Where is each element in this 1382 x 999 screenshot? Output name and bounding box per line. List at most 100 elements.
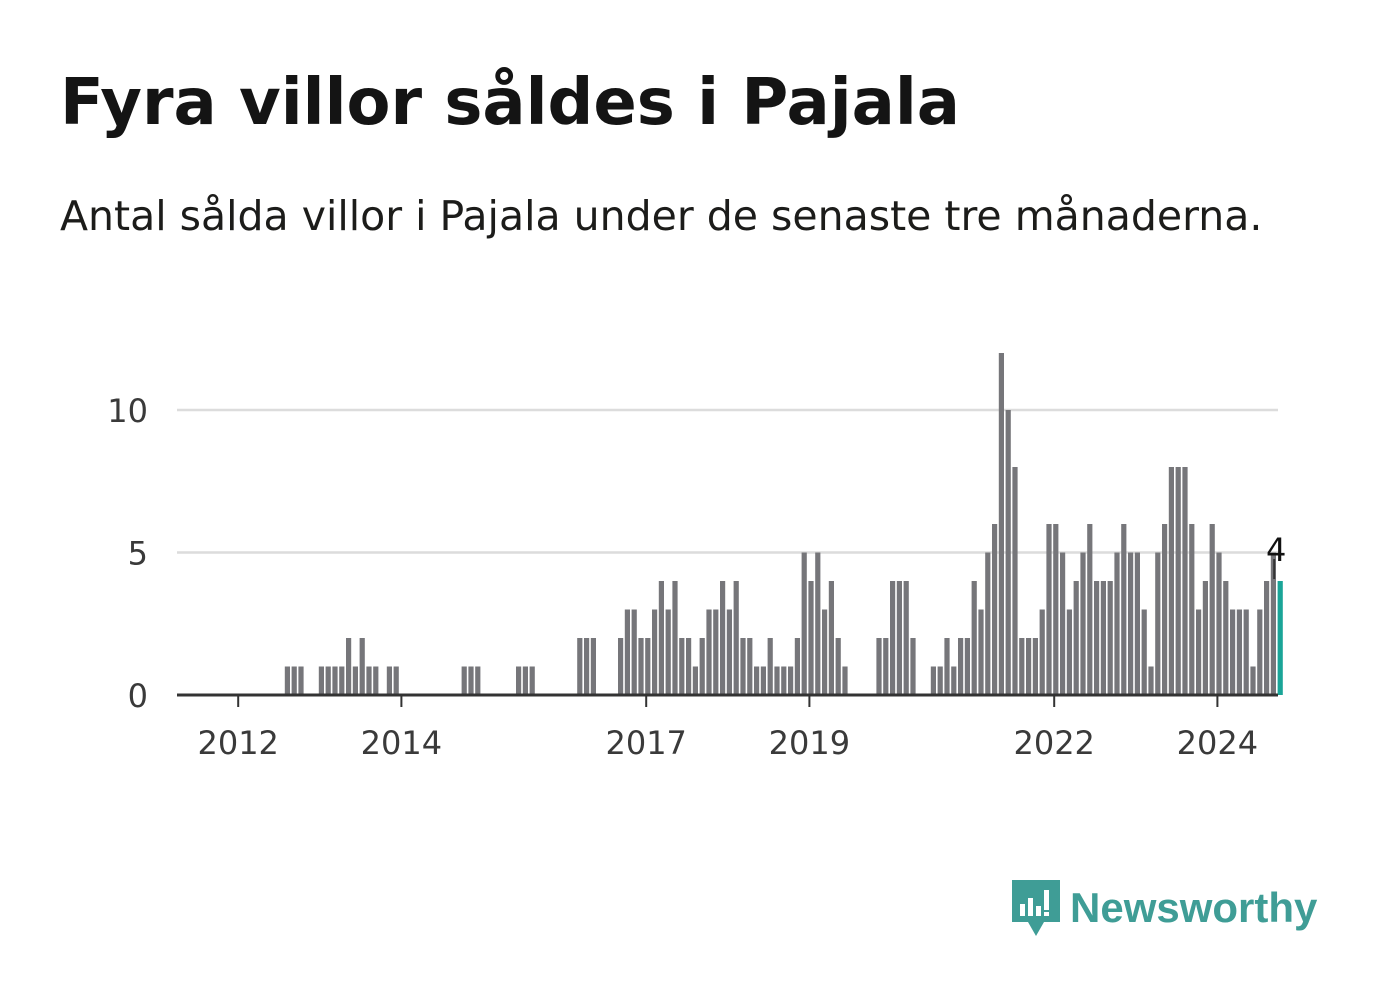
bar <box>284 666 290 695</box>
bar <box>808 581 814 695</box>
bar <box>665 609 671 695</box>
x-tick-label-2014: 2014 <box>361 724 442 762</box>
bar <box>910 638 916 695</box>
bar <box>1270 552 1276 695</box>
bar <box>1202 581 1208 695</box>
bar <box>645 638 651 695</box>
bar <box>1080 552 1086 695</box>
bar <box>958 638 964 695</box>
bar <box>788 666 794 695</box>
bar <box>1060 552 1066 695</box>
bar <box>1039 609 1045 695</box>
bar <box>964 638 970 695</box>
bar <box>386 666 392 695</box>
bar <box>1121 524 1127 695</box>
y-tick-label-0: 0 <box>128 677 148 715</box>
bar <box>815 552 821 695</box>
bar <box>754 666 760 695</box>
bar <box>720 581 726 695</box>
bar <box>1264 581 1270 695</box>
bar <box>1114 552 1120 695</box>
bar <box>781 666 787 695</box>
bar <box>699 638 705 695</box>
bar <box>1257 609 1263 695</box>
bar <box>890 581 896 695</box>
bar <box>1019 638 1025 695</box>
bars <box>284 353 1283 695</box>
bar <box>1243 609 1249 695</box>
tick-labels: 0 5 10 4 2012 2014 2017 2019 2022 2024 <box>107 392 1286 762</box>
newsworthy-logo: Newsworthy <box>1010 878 1317 938</box>
bar <box>985 552 991 695</box>
bar <box>992 524 998 695</box>
bar <box>767 638 773 695</box>
bar <box>774 666 780 695</box>
bar <box>828 581 834 695</box>
x-tick-label-2024: 2024 <box>1177 724 1258 762</box>
x-tick-label-2012: 2012 <box>197 724 278 762</box>
bar <box>944 638 950 695</box>
bar <box>692 666 698 695</box>
bar <box>1141 609 1147 695</box>
bar <box>1209 524 1215 695</box>
bar <box>529 666 535 695</box>
bar <box>577 638 583 695</box>
data-label-latest: 4 <box>1266 531 1286 569</box>
bar <box>747 638 753 695</box>
axes <box>177 693 1278 707</box>
bar <box>359 638 365 695</box>
bar-highlight <box>1277 581 1283 695</box>
bar <box>1012 467 1018 695</box>
bar <box>801 552 807 695</box>
x-tick-label-2022: 2022 <box>1013 724 1094 762</box>
bar <box>1250 666 1256 695</box>
bar <box>590 638 596 695</box>
bar <box>1107 581 1113 695</box>
bar <box>713 609 719 695</box>
bar <box>346 638 352 695</box>
bar <box>835 638 841 695</box>
bar <box>679 638 685 695</box>
bar <box>325 666 331 695</box>
bar <box>903 581 909 695</box>
bar <box>998 353 1004 695</box>
bar <box>794 638 800 695</box>
bar <box>951 666 957 695</box>
bar <box>624 609 630 695</box>
bar <box>352 666 358 695</box>
bar <box>475 666 481 695</box>
bar <box>291 666 297 695</box>
bar <box>1182 467 1188 695</box>
bar <box>1128 552 1134 695</box>
bar <box>339 666 345 695</box>
bar <box>1175 467 1181 695</box>
bar <box>978 609 984 695</box>
bar <box>930 666 936 695</box>
bar <box>1196 609 1202 695</box>
bar <box>468 666 474 695</box>
bar <box>1236 609 1242 695</box>
chart-subtitle: Antal sålda villor i Pajala under de sen… <box>60 192 1263 240</box>
bar <box>658 581 664 695</box>
bar <box>332 666 338 695</box>
chart-title: Fyra villor såldes i Pajala <box>60 66 960 140</box>
bar <box>393 666 399 695</box>
bar <box>760 666 766 695</box>
bar <box>618 638 624 695</box>
bar <box>1046 524 1052 695</box>
bar <box>298 666 304 695</box>
bar <box>937 666 943 695</box>
bar <box>733 581 739 695</box>
bar <box>318 666 324 695</box>
bar <box>1032 638 1038 695</box>
bar <box>516 666 522 695</box>
bar <box>1026 638 1032 695</box>
bar <box>971 581 977 695</box>
bar <box>726 609 732 695</box>
bar <box>1053 524 1059 695</box>
bar <box>1094 581 1100 695</box>
bar <box>1168 467 1174 695</box>
bar <box>706 609 712 695</box>
bar <box>1005 410 1011 695</box>
